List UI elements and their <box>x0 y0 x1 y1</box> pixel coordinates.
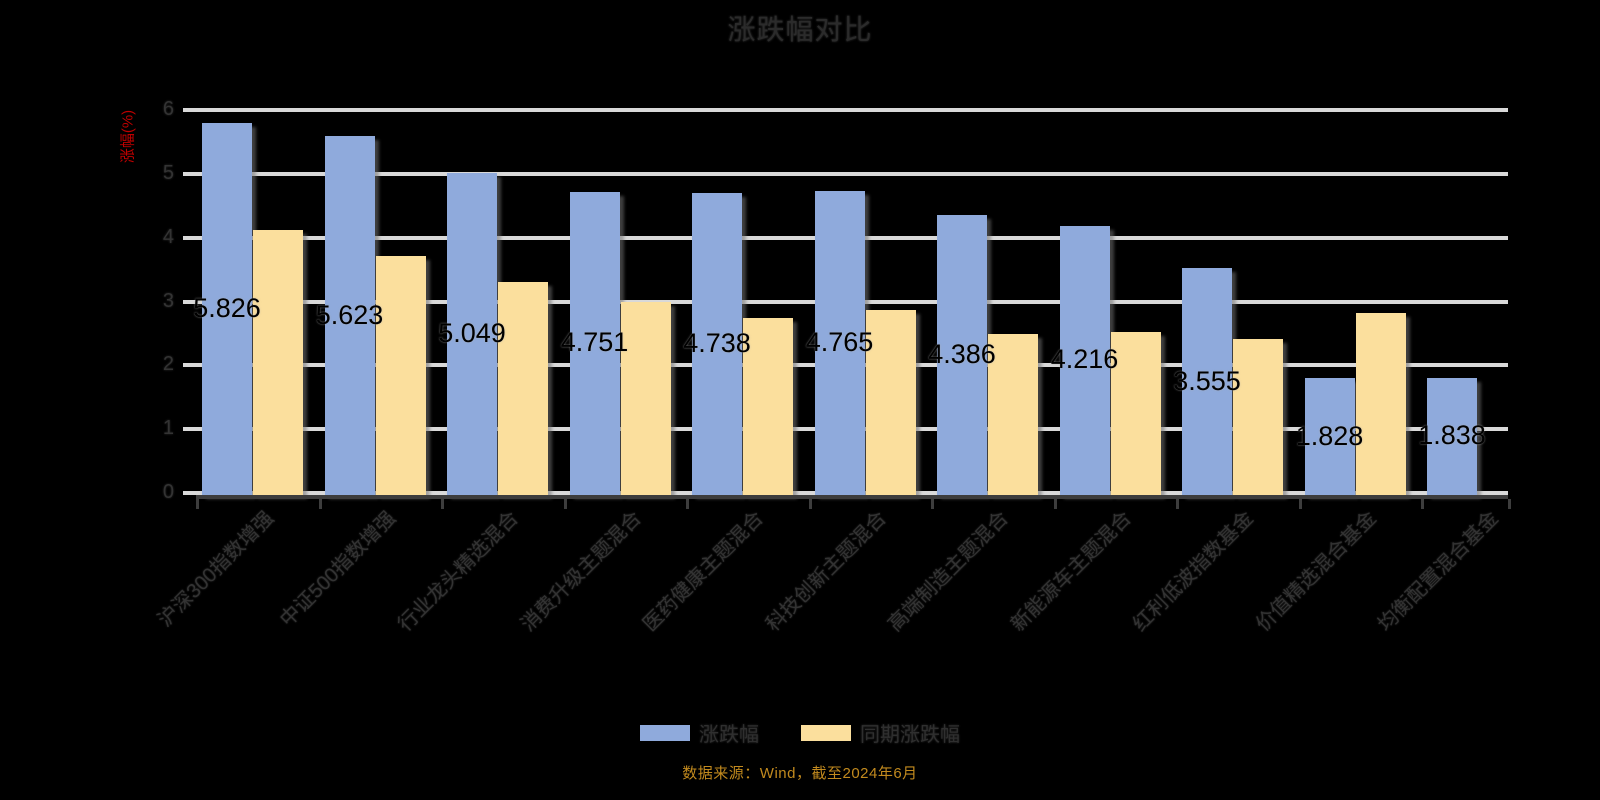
x-category-label-7: 高端制造主题混合 <box>884 507 1013 636</box>
bar-blue-6 <box>814 190 865 495</box>
bar-value-label-4: 4.751 <box>560 327 629 358</box>
bar-tan-6 <box>865 309 916 495</box>
x-category-label-3: 行业龙头精选混合 <box>394 507 523 636</box>
legend-item-series2: 同期涨跌幅 <box>801 718 960 747</box>
x-axis-tick-10 <box>1421 499 1424 509</box>
bar-tan-8 <box>1110 331 1161 495</box>
y-axis-tick-0 <box>183 491 197 495</box>
chart-legend: 涨跌幅 同期涨跌幅 <box>0 718 1600 747</box>
bar-value-label-8: 4.216 <box>1050 344 1119 375</box>
legend-label-series2: 同期涨跌幅 <box>860 724 960 746</box>
x-axis-tick-5 <box>808 499 812 509</box>
bar-value-label-9: 3.555 <box>1173 365 1241 396</box>
bar-blue-9 <box>1182 268 1232 495</box>
bar-blue-4 <box>569 191 620 495</box>
bar-blue-5 <box>692 192 742 495</box>
x-axis-tick-9 <box>1298 499 1302 509</box>
bar-blue-2 <box>324 136 375 495</box>
y-axis-tick-1 <box>183 427 197 432</box>
bar-blue-11 <box>1427 377 1477 495</box>
x-axis-tick-7 <box>1053 499 1057 509</box>
y-tick-label-2: 2 <box>162 353 174 376</box>
bar-tan-1 <box>253 230 303 495</box>
gridline-5 <box>196 171 1508 176</box>
bar-value-label-5: 4.738 <box>683 327 751 358</box>
legend-item-series1: 涨跌幅 <box>640 718 759 747</box>
bar-blue-7 <box>937 215 987 495</box>
chart-title: 涨跌幅对比 <box>727 14 873 45</box>
gridline-6 <box>196 108 1508 113</box>
x-axis-tick-1 <box>318 499 322 509</box>
y-axis-tick-3 <box>183 299 197 304</box>
bar-tan-5 <box>743 318 793 495</box>
x-axis-tick-11 <box>1508 499 1511 509</box>
chart-caption: 数据来源：Wind，截至2024年6月 <box>682 765 918 782</box>
legend-swatch-blue <box>640 724 690 741</box>
x-axis-tick-2 <box>441 499 444 509</box>
y-tick-label-6: 6 <box>162 98 174 121</box>
bar-value-label-1: 5.826 <box>193 293 261 324</box>
y-tick-label-4: 4 <box>162 225 174 248</box>
x-axis-tick-4 <box>686 499 689 509</box>
bar-value-label-3: 5.049 <box>438 317 506 348</box>
bar-tan-9 <box>1233 338 1283 495</box>
x-category-label-6: 科技创新主题混合 <box>761 507 891 636</box>
bar-tan-10 <box>1355 313 1406 495</box>
x-category-label-9: 红利低波指数基金 <box>1129 507 1258 636</box>
x-axis-tick-0 <box>196 499 199 509</box>
y-axis-tick-6 <box>183 108 197 113</box>
x-axis-tick-8 <box>1176 499 1179 509</box>
y-tick-label-1: 1 <box>162 417 174 440</box>
legend-swatch-tan <box>801 724 851 741</box>
x-axis-line <box>196 495 1508 499</box>
y-axis-title: 涨幅(%) <box>119 109 137 164</box>
bar-blue-8 <box>1059 225 1110 495</box>
x-category-label-5: 医药健康主题混合 <box>639 507 768 636</box>
x-category-label-1: 沪深300指数增强 <box>153 507 278 632</box>
y-axis-tick-4 <box>183 235 197 240</box>
bar-value-label-10: 1.828 <box>1295 420 1364 451</box>
bar-value-label-6: 4.765 <box>805 326 874 357</box>
y-tick-label-3: 3 <box>162 289 174 312</box>
bar-blue-3 <box>447 172 497 495</box>
bar-tan-2 <box>375 255 426 495</box>
legend-label-series1: 涨跌幅 <box>699 724 759 746</box>
bar-blue-1 <box>202 123 252 495</box>
x-axis-tick-6 <box>931 499 934 509</box>
x-category-label-8: 新能源车主题混合 <box>1006 507 1136 636</box>
bar-tan-3 <box>498 281 548 495</box>
bar-value-label-2: 5.623 <box>315 299 384 330</box>
bar-value-label-11: 1.838 <box>1418 420 1486 451</box>
bar-tan-7 <box>988 334 1038 495</box>
y-tick-label-5: 5 <box>162 161 174 184</box>
bar-blue-10 <box>1304 378 1355 495</box>
x-category-label-10: 价值精选混合基金 <box>1251 507 1381 636</box>
y-axis-tick-5 <box>183 171 197 176</box>
bar-value-label-7: 4.386 <box>928 339 996 370</box>
x-axis-tick-3 <box>563 499 567 509</box>
x-category-label-2: 中证500指数增强 <box>276 507 401 632</box>
x-category-label-4: 消费升级主题混合 <box>516 507 646 636</box>
y-axis-tick-2 <box>183 363 197 368</box>
x-category-label-11: 均衡配置混合基金 <box>1374 507 1503 636</box>
bar-tan-4 <box>620 301 671 495</box>
y-tick-label-0: 0 <box>162 481 174 503</box>
